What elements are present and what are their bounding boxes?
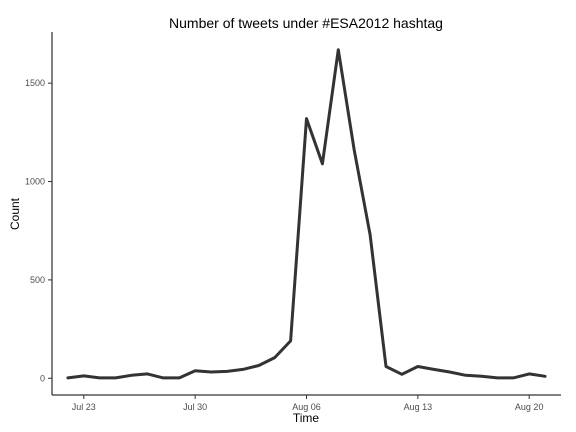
x-tick-label: Aug 20: [515, 402, 544, 412]
y-axis-title: Count: [8, 197, 22, 230]
y-tick-label: 500: [30, 275, 45, 285]
x-tick-label: Jul 30: [183, 402, 207, 412]
x-tick-label: Aug 13: [404, 402, 433, 412]
y-tick-label: 1000: [25, 177, 45, 187]
y-tick-label: 1500: [25, 78, 45, 88]
x-tick-label: Jul 23: [72, 402, 96, 412]
series-line: [68, 50, 545, 378]
y-tick-label: 0: [40, 373, 45, 383]
x-axis-title: Time: [293, 411, 320, 425]
chart-title: Number of tweets under #ESA2012 hashtag: [169, 15, 443, 31]
